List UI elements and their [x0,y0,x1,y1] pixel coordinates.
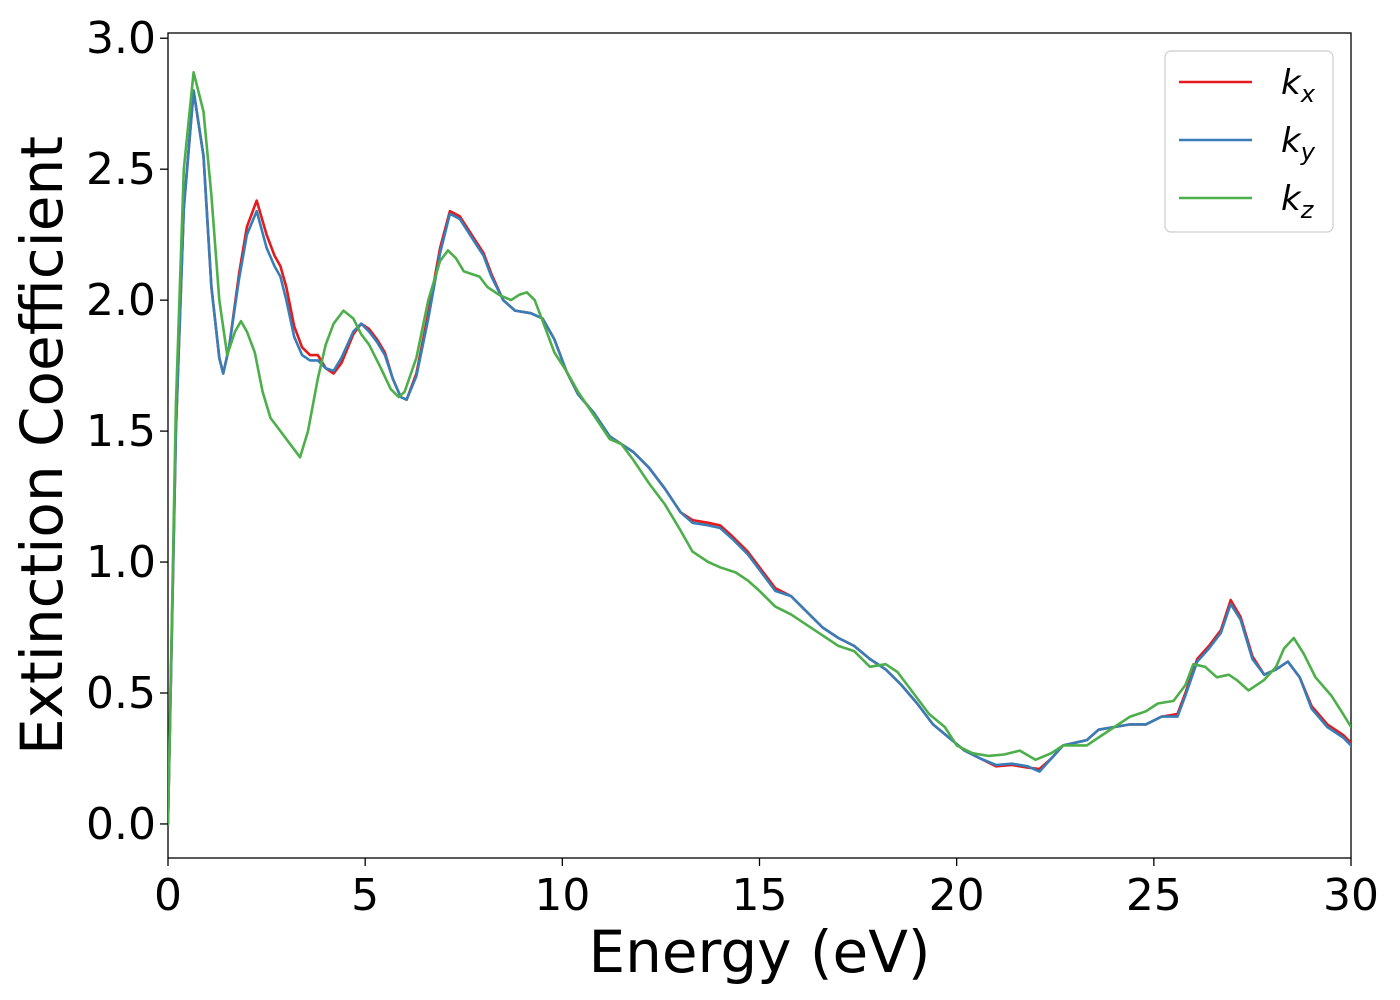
y-tick-label: 2.5 [86,144,156,195]
y-axis-ticks: 0.0 0.5 1.0 1.5 2.0 2.5 3.0 [86,13,168,850]
y-axis-label: Extinction Coefficient [8,136,76,755]
x-tick-label: 10 [534,870,590,921]
x-tick-label: 30 [1323,870,1379,921]
x-tick-label: 0 [154,870,182,921]
y-tick-label: 3.0 [86,13,156,64]
y-tick-label: 1.5 [86,406,156,457]
plot-area: 0 5 10 15 20 25 30 0.0 0.5 1.0 1.5 2.0 2.5 3.0 [86,13,1379,921]
series-lines [168,71,1351,826]
x-tick-label: 5 [351,870,379,921]
y-tick-label: 1.0 [86,537,156,588]
x-tick-label: 20 [929,870,985,921]
x-tick-label: 15 [732,870,788,921]
y-tick-label: 2.0 [86,275,156,326]
x-axis-label: Energy (eV) [588,918,930,986]
series-line-z [168,71,1351,826]
y-tick-label: 0.5 [86,668,156,719]
x-tick-label: 25 [1126,870,1182,921]
y-tick-label: 0.0 [86,799,156,850]
x-axis-ticks: 0 5 10 15 20 25 30 [154,858,1379,921]
series-line-y [168,89,1351,826]
legend-box [1164,50,1334,233]
